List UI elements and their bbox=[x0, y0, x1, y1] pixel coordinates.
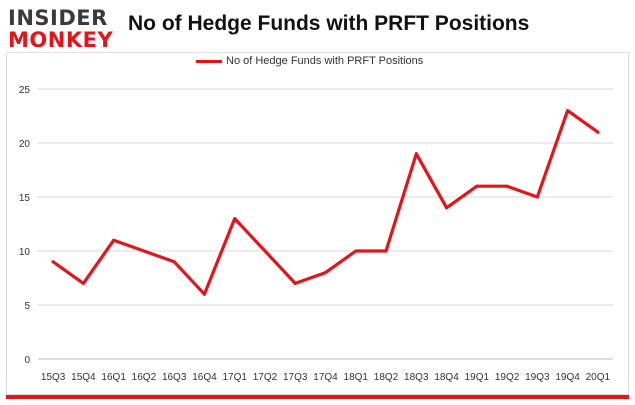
y-tick-label: 10 bbox=[19, 247, 31, 258]
x-tick-label: 15Q3 bbox=[41, 372, 66, 383]
data-point bbox=[505, 184, 509, 188]
series-line-0 bbox=[51, 108, 600, 296]
data-point bbox=[172, 260, 176, 264]
y-tick-label: 0 bbox=[24, 355, 30, 366]
x-tick-label: 19Q4 bbox=[555, 372, 580, 383]
x-tick-label: 16Q4 bbox=[192, 372, 217, 383]
x-tick-label: 19Q2 bbox=[495, 372, 520, 383]
x-tick-label: 18Q2 bbox=[374, 372, 399, 383]
data-point bbox=[475, 184, 479, 188]
x-tick-label: 16Q2 bbox=[132, 372, 157, 383]
data-point bbox=[596, 130, 600, 134]
data-point bbox=[445, 206, 449, 210]
x-tick-label: 17Q4 bbox=[313, 372, 338, 383]
x-tick-label: 16Q1 bbox=[101, 372, 126, 383]
data-point bbox=[566, 109, 570, 113]
data-point bbox=[112, 238, 116, 242]
data-point bbox=[81, 281, 85, 285]
y-tick-label: 5 bbox=[24, 301, 30, 312]
y-tick-label: 15 bbox=[19, 193, 31, 204]
data-point bbox=[202, 292, 206, 296]
chart-legend: No of Hedge Funds with PRFT Positions bbox=[196, 53, 423, 69]
x-tick-label: 15Q4 bbox=[71, 372, 96, 383]
data-point bbox=[354, 249, 358, 253]
x-tick-label: 17Q3 bbox=[283, 372, 308, 383]
data-point bbox=[263, 249, 267, 253]
x-tick-label: 17Q1 bbox=[222, 372, 247, 383]
x-tick-label: 18Q1 bbox=[344, 372, 369, 383]
y-tick-label: 25 bbox=[19, 85, 31, 96]
brand-bottom-bar bbox=[6, 395, 629, 399]
data-point bbox=[142, 249, 146, 253]
legend-swatch bbox=[196, 59, 222, 63]
chart-title: No of Hedge Funds with PRFT Positions bbox=[128, 12, 530, 35]
data-point bbox=[414, 152, 418, 156]
data-point bbox=[233, 217, 237, 221]
insider-monkey-logo: INSIDER MONKEY bbox=[8, 6, 118, 52]
logo-text-insider: INSIDER bbox=[8, 6, 108, 30]
x-tick-label: 19Q3 bbox=[525, 372, 550, 383]
data-point bbox=[535, 195, 539, 199]
data-point bbox=[324, 271, 327, 275]
x-tick-label: 16Q3 bbox=[162, 372, 187, 383]
data-point bbox=[293, 281, 297, 285]
data-point bbox=[384, 249, 388, 253]
x-tick-label: 18Q4 bbox=[434, 372, 459, 383]
x-tick-label: 19Q1 bbox=[465, 372, 490, 383]
data-point bbox=[51, 260, 55, 264]
y-tick-label: 20 bbox=[19, 139, 31, 150]
x-tick-label: 18Q3 bbox=[404, 372, 429, 383]
legend-label: No of Hedge Funds with PRFT Positions bbox=[226, 55, 424, 67]
chart-frame bbox=[6, 52, 629, 395]
logo-text-monkey: MONKEY bbox=[8, 28, 114, 52]
x-tick-label: 17Q2 bbox=[253, 372, 278, 383]
x-tick-label: 20Q1 bbox=[586, 372, 611, 383]
